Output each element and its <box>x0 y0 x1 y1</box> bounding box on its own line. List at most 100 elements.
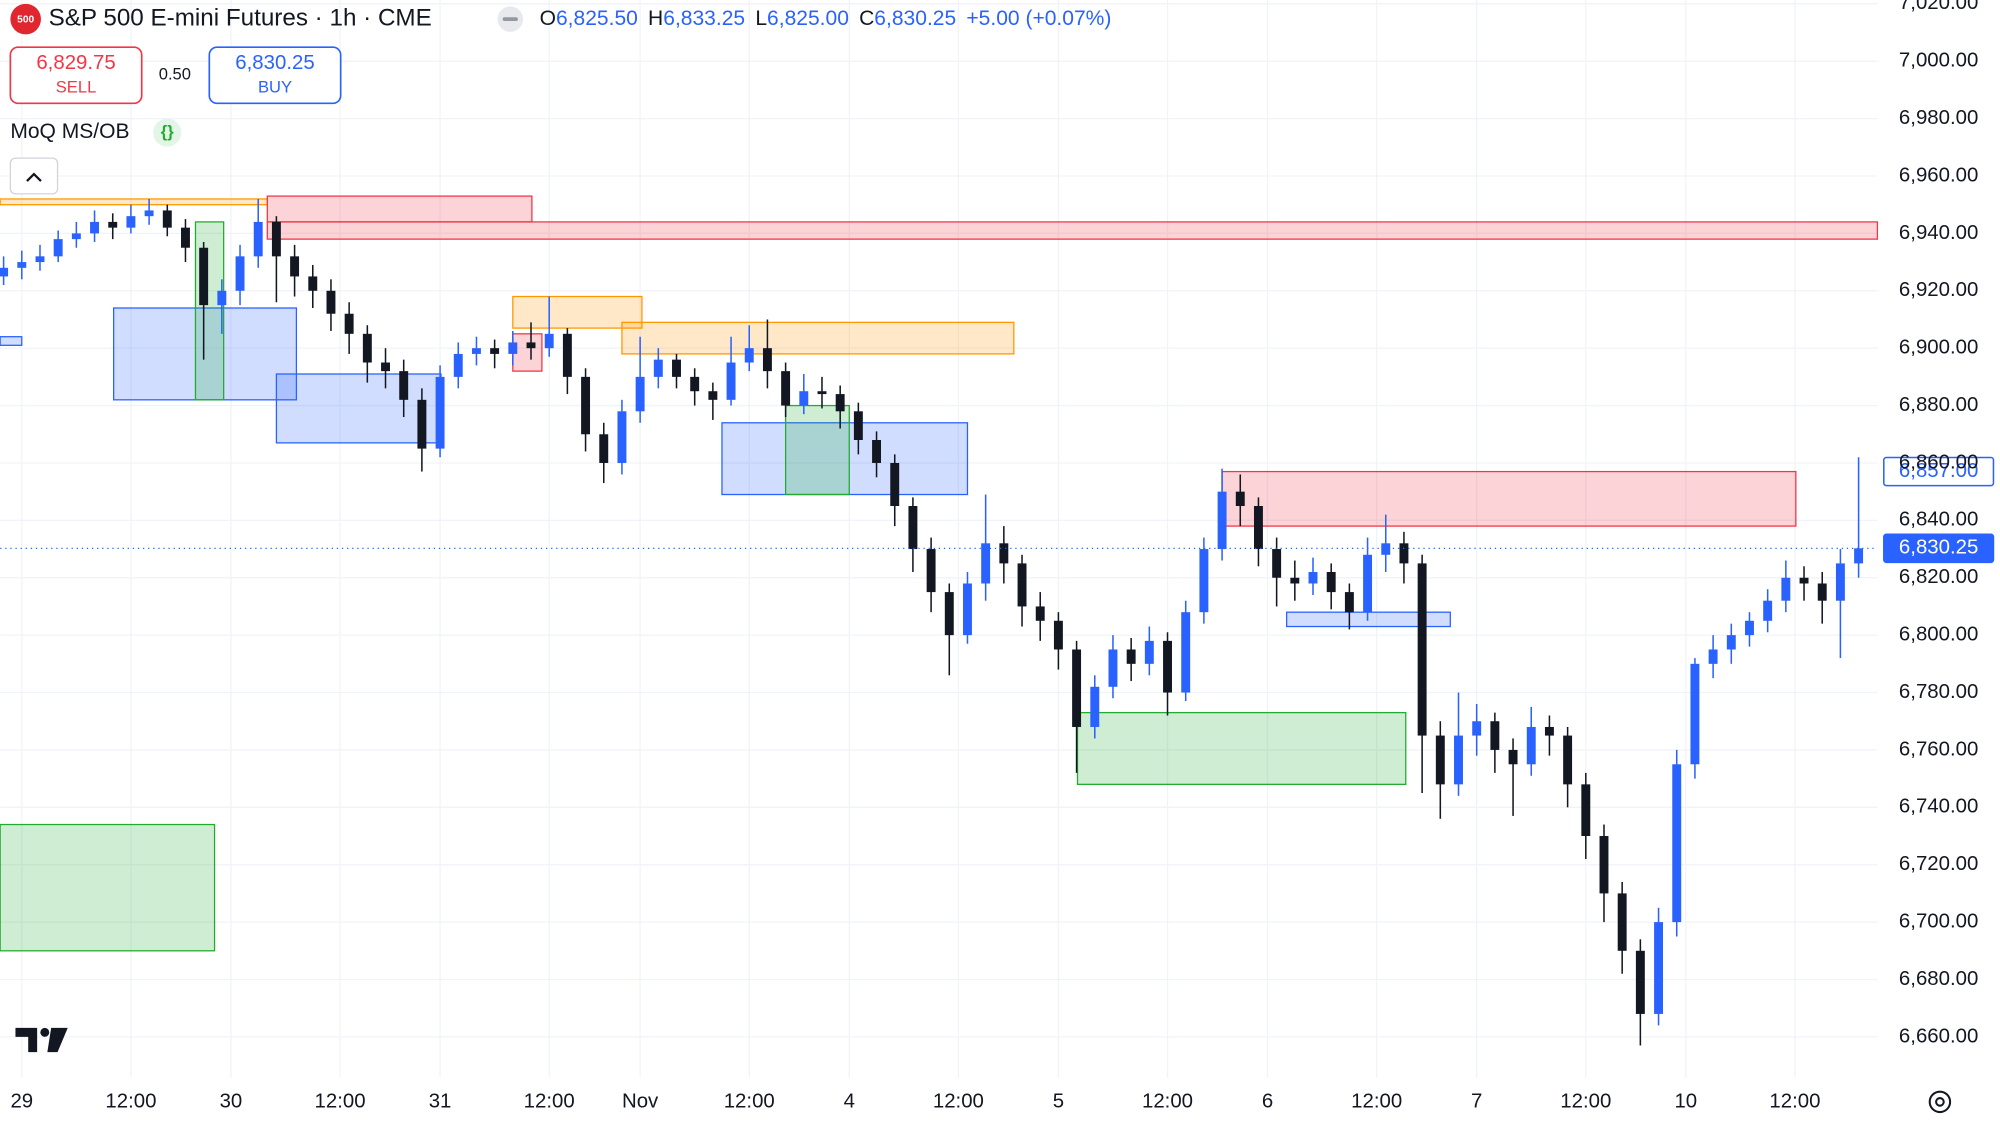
y-tick-label: 6,740.00 <box>1899 796 1978 818</box>
y-tick-label: 6,860.00 <box>1899 451 1978 473</box>
zone <box>112 307 298 401</box>
price-tag <box>1883 533 1995 564</box>
candle-body <box>926 549 936 593</box>
candle-body <box>690 376 700 392</box>
candle-body <box>944 592 954 636</box>
y-tick-label: 6,680.00 <box>1899 968 1978 990</box>
ohlc-key: H <box>648 7 663 30</box>
logo-t <box>15 1027 38 1053</box>
candle-body <box>1017 563 1027 607</box>
sell-price: 6,829.75 <box>36 52 115 74</box>
candle-body <box>1235 491 1245 507</box>
x-tick-label: 29 <box>10 1090 33 1112</box>
candle-body <box>1363 554 1373 613</box>
x-tick-label: 12:00 <box>524 1090 575 1112</box>
candle-body <box>1763 600 1773 621</box>
candles <box>0 198 1864 1046</box>
candle-body <box>581 376 591 435</box>
candle-body <box>890 462 900 507</box>
candle-body <box>362 333 372 363</box>
y-tick-label: 6,840.00 <box>1899 509 1978 531</box>
x-tick-label: 12:00 <box>1769 1090 1820 1112</box>
candle-body <box>417 399 427 449</box>
candle-body <box>490 348 500 354</box>
y-tick-label: 7,000.00 <box>1899 50 1978 72</box>
x-tick-label: 12:00 <box>1351 1090 1402 1112</box>
settings-ring <box>1928 1090 1952 1114</box>
candle-body <box>1781 577 1791 601</box>
candle-body <box>399 371 409 400</box>
candle-body <box>1454 735 1463 785</box>
zone <box>721 422 969 496</box>
candle-body <box>381 362 390 372</box>
candle-body <box>762 348 772 372</box>
buy-price: 6,830.25 <box>235 52 314 74</box>
zone <box>512 333 543 372</box>
candle-body <box>253 221 263 257</box>
candle-body <box>217 290 227 306</box>
ohlc-value: 6,825.00 <box>767 7 849 30</box>
settings-icon[interactable] <box>1928 1090 1952 1114</box>
candle-body <box>0 267 9 277</box>
logo-dot <box>40 1027 50 1037</box>
candle-body <box>744 348 754 363</box>
candle-body <box>708 391 718 400</box>
candle-body <box>1726 635 1736 650</box>
candle-body <box>1217 491 1227 550</box>
y-tick-label: 6,720.00 <box>1899 853 1978 875</box>
candle-body <box>35 256 45 263</box>
candle-body <box>108 221 118 228</box>
candle-body <box>672 359 681 377</box>
candle-body <box>1181 612 1191 693</box>
candle-body <box>963 583 972 636</box>
zone <box>0 823 216 952</box>
indicator-icon[interactable] <box>153 118 182 147</box>
x-tick-label: 10 <box>1674 1090 1697 1112</box>
candle-body <box>908 506 918 550</box>
y-tick-label: 6,940.00 <box>1899 222 1978 244</box>
candle-body <box>1690 663 1700 765</box>
candle-body <box>1072 649 1082 727</box>
candle-body <box>1799 577 1809 584</box>
candle-body <box>53 239 63 257</box>
candle-body <box>1835 563 1845 601</box>
indicator-name[interactable]: MoQ MS/OB <box>10 120 129 143</box>
candle-body <box>1053 620 1063 650</box>
x-tick-label: 12:00 <box>724 1090 775 1112</box>
candle-body <box>599 434 609 463</box>
candle-body <box>1599 836 1609 894</box>
zone <box>1076 711 1407 785</box>
sell-button[interactable] <box>9 46 143 105</box>
candle-body <box>71 233 81 240</box>
candle-body <box>1526 726 1536 765</box>
candle-body <box>544 333 554 349</box>
candle-body <box>181 227 190 248</box>
axes: 6,660.00 6,680.00 6,700.00 6,720.00 6,740.00… <box>10 0 1978 1112</box>
candle-body <box>1635 950 1645 1014</box>
candle-body <box>1308 572 1318 584</box>
candle-body <box>635 376 645 412</box>
candle-body <box>1435 735 1445 785</box>
candle-body <box>1344 592 1354 613</box>
candle-body <box>835 394 845 412</box>
candle-body <box>1472 721 1482 736</box>
candle-body <box>872 440 882 463</box>
candle-body <box>562 333 572 377</box>
x-tick-label: 12:00 <box>933 1090 984 1112</box>
symbol-title[interactable]: S&P 500 E-mini Futures · 1h · CME <box>49 5 432 32</box>
candle-body <box>1144 640 1154 664</box>
ohlc-value: 6,833.25 <box>663 7 745 30</box>
zone <box>1221 470 1797 527</box>
ohlc-value: 6,830.25 <box>874 7 956 30</box>
candle-body <box>290 256 300 277</box>
x-tick-label: 7 <box>1471 1090 1482 1112</box>
x-tick-label: Nov <box>622 1090 659 1112</box>
candle-body <box>799 391 809 406</box>
candle-body <box>617 411 627 463</box>
buy-button[interactable] <box>208 46 342 105</box>
collapse-button[interactable] <box>9 157 59 195</box>
symbol-logo-text: 500 <box>17 14 34 25</box>
candle-body <box>1581 784 1591 837</box>
